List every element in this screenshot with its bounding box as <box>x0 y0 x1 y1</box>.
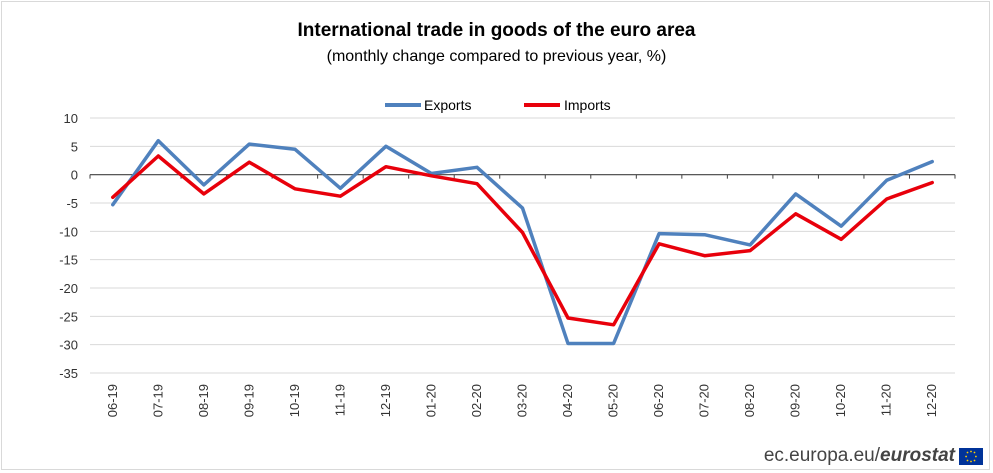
data-point-exports <box>657 232 661 235</box>
x-tick-label: 07-20 <box>697 384 712 417</box>
y-tick-label: -5 <box>66 196 78 211</box>
legend: Exports Imports <box>385 97 611 113</box>
data-point-exports <box>111 203 114 206</box>
y-tick-label: -10 <box>59 224 78 239</box>
data-point-imports <box>339 195 342 198</box>
y-tick-label: -35 <box>59 366 78 381</box>
x-axis <box>89 174 956 179</box>
x-tick-label: 08-19 <box>196 384 211 417</box>
data-point-exports <box>248 142 251 146</box>
series-line-imports <box>111 154 934 327</box>
x-tick-label: 02-20 <box>469 384 484 417</box>
data-point-exports <box>475 166 479 169</box>
x-tick-label: 11-20 <box>879 384 894 416</box>
data-point-exports <box>384 145 388 148</box>
data-point-exports <box>612 342 615 345</box>
x-tick-label: 11-19 <box>332 384 347 416</box>
x-tick-label: 06-20 <box>651 384 666 417</box>
footer-site: ec.europa.eu/ <box>763 445 881 466</box>
x-tick-label: 09-19 <box>241 384 256 417</box>
eu-flag-icon <box>959 448 983 465</box>
data-point-imports <box>885 197 888 201</box>
data-point-imports <box>657 242 661 245</box>
x-tick-label: 01-20 <box>423 384 438 417</box>
x-tick-label: 07-19 <box>150 384 165 417</box>
chart-title: International trade in goods of the euro… <box>297 20 696 41</box>
y-tick-label: 5 <box>71 139 78 154</box>
y-tick-label: -15 <box>59 253 78 268</box>
data-point-imports <box>202 192 206 196</box>
x-tick-label: 12-20 <box>924 384 939 417</box>
x-tick-label: 05-20 <box>606 384 621 417</box>
data-point-exports <box>202 183 206 187</box>
data-point-imports <box>566 316 570 320</box>
data-point-imports <box>475 182 479 185</box>
x-tick-label: 06-19 <box>105 384 120 417</box>
data-point-imports <box>612 323 615 327</box>
gridlines <box>90 117 955 374</box>
y-tick-label: 0 <box>71 168 78 183</box>
legend-label-exports: Exports <box>424 97 471 113</box>
x-tick-label: 10-20 <box>833 384 848 417</box>
data-point-exports <box>566 342 570 345</box>
data-point-imports <box>931 181 934 184</box>
source-footer: ec.europa.eu/eurostat <box>764 445 955 467</box>
y-tick-label: -20 <box>59 281 78 296</box>
data-point-imports <box>521 231 524 234</box>
x-axis-ticks: 06-19 07-19 08-19 09-19 10-19 11-19 12-19 01-20… <box>105 384 939 417</box>
data-point-exports <box>839 225 843 228</box>
data-point-imports <box>248 161 251 164</box>
data-point-imports <box>748 249 752 252</box>
y-tick-label: -25 <box>59 309 78 324</box>
data-point-imports <box>430 174 433 177</box>
x-tick-label: 04-20 <box>560 384 575 417</box>
data-point-exports <box>794 192 797 196</box>
data-point-exports <box>293 147 297 151</box>
x-tick-label: 12-19 <box>378 384 393 417</box>
y-tick-label: 10 <box>64 111 78 126</box>
data-point-exports <box>157 139 160 142</box>
data-point-imports <box>839 238 843 241</box>
data-point-imports <box>384 165 388 168</box>
y-tick-label: -30 <box>59 338 78 353</box>
data-point-exports <box>521 206 524 210</box>
data-point-exports <box>748 243 752 247</box>
x-tick-label: 10-19 <box>287 384 302 417</box>
legend-label-imports: Imports <box>564 97 611 113</box>
data-point-exports <box>885 179 888 182</box>
data-point-imports <box>111 196 114 199</box>
data-point-exports <box>703 233 706 236</box>
data-point-imports <box>157 154 160 158</box>
data-point-exports <box>339 187 342 190</box>
data-point-imports <box>794 212 797 215</box>
series-lines <box>111 138 934 346</box>
data-point-imports <box>293 187 297 191</box>
data-point-imports <box>703 254 706 257</box>
x-tick-label: 03-20 <box>515 384 530 417</box>
x-tick-label: 09-20 <box>788 384 803 417</box>
y-axis-ticks: 10 5 0 -5 -10 -15 -20 -25 -30 -35 <box>59 111 78 381</box>
chart-subtitle: (monthly change compared to previous yea… <box>326 48 667 65</box>
data-point-exports <box>931 160 934 163</box>
footer-brand: eurostat <box>880 445 955 466</box>
x-tick-label: 08-20 <box>742 384 757 417</box>
